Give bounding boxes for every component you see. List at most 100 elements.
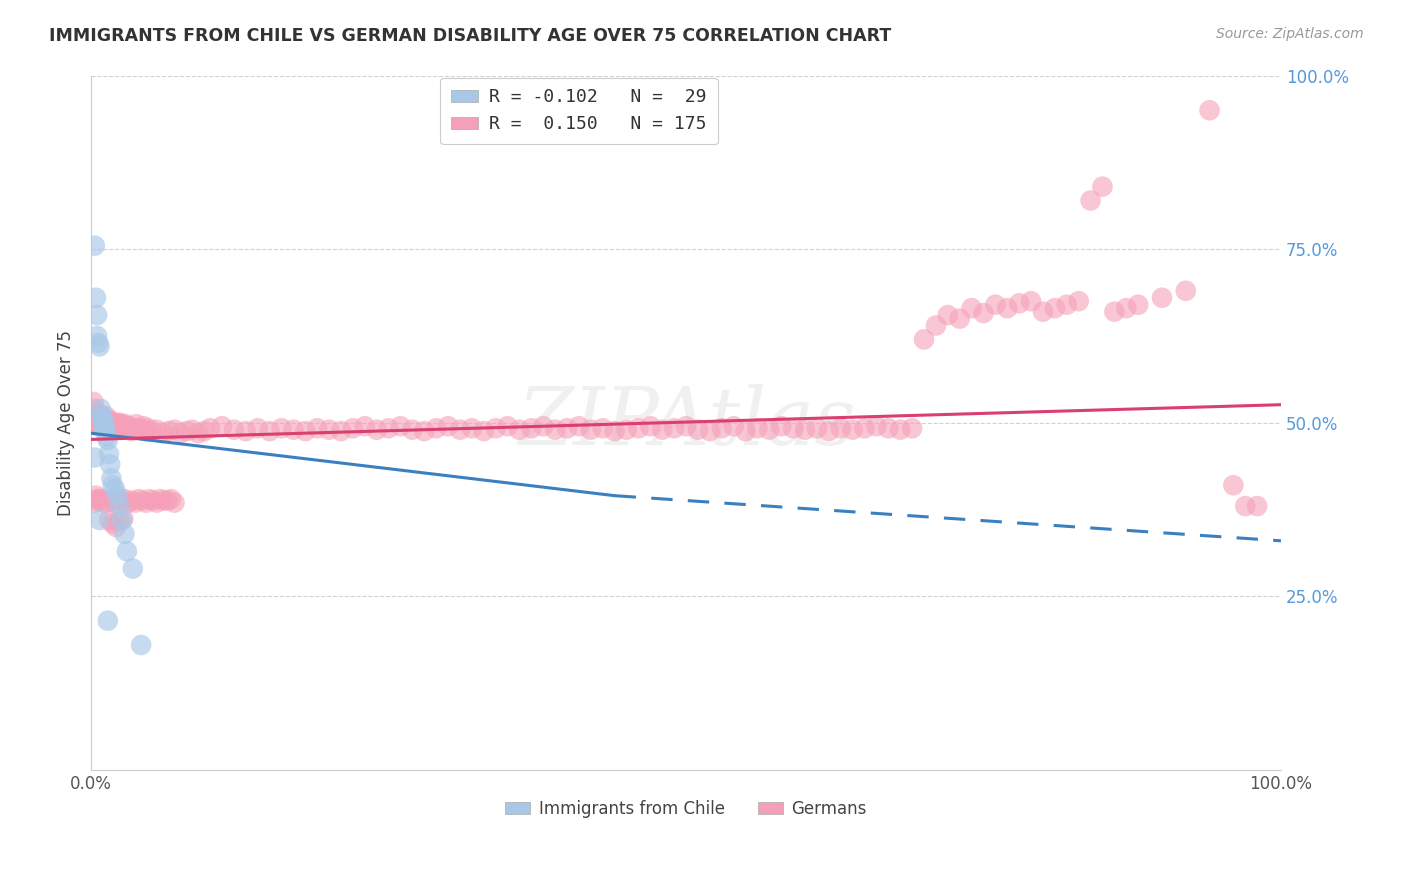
Point (93, 416, 115, 430)
Point (699, 424, 721, 438)
Point (94, 423, 117, 437)
Point (187, 426, 209, 441)
Point (96, 495, 118, 509)
Point (496, 419, 519, 434)
Point (782, 421, 804, 435)
Point (1008, 296, 1031, 310)
Point (93, 495, 115, 509)
Point (100, 471, 122, 485)
Point (107, 417, 129, 432)
Point (1067, 294, 1090, 309)
Point (1222, 478, 1244, 492)
Point (806, 421, 828, 435)
Point (136, 421, 159, 435)
Point (132, 419, 155, 434)
Point (91, 419, 114, 434)
Point (949, 311, 972, 326)
Point (283, 423, 305, 437)
Point (139, 424, 162, 438)
Point (86, 493, 108, 508)
Point (93, 412, 115, 426)
Point (86, 416, 108, 430)
Y-axis label: Disability Age Over 75: Disability Age Over 75 (58, 330, 75, 516)
Point (83, 401, 105, 416)
Point (472, 424, 495, 438)
Point (83, 238, 105, 252)
Point (770, 419, 793, 434)
Point (794, 423, 817, 437)
Point (98, 419, 121, 434)
Point (1115, 301, 1137, 315)
Point (1104, 304, 1126, 318)
Point (259, 424, 281, 438)
Point (1128, 298, 1150, 312)
Point (995, 301, 1018, 315)
Point (86, 409, 108, 423)
Point (94, 409, 117, 423)
Point (121, 424, 143, 438)
Point (124, 495, 146, 509)
Point (112, 419, 135, 434)
Point (592, 421, 614, 435)
Point (425, 421, 447, 435)
Point (100, 416, 122, 430)
Point (90, 416, 112, 430)
Point (98, 513, 121, 527)
Point (103, 417, 125, 432)
Point (90, 409, 112, 423)
Point (84, 405, 107, 419)
Point (1056, 298, 1078, 312)
Point (145, 423, 167, 437)
Point (108, 499, 131, 513)
Point (1174, 284, 1197, 298)
Point (485, 421, 508, 435)
Point (98, 447, 121, 461)
Point (169, 426, 191, 441)
Point (98, 417, 121, 432)
Point (108, 416, 131, 430)
Point (84, 489, 107, 503)
Point (112, 511, 135, 525)
Point (1080, 194, 1102, 208)
Point (270, 421, 292, 435)
Point (747, 421, 769, 435)
Point (193, 424, 215, 438)
Point (830, 421, 852, 435)
Point (1246, 499, 1268, 513)
Point (129, 423, 152, 437)
Point (114, 423, 136, 437)
Point (662, 421, 685, 435)
Point (353, 419, 375, 434)
Point (97, 614, 120, 628)
Point (627, 421, 650, 435)
Point (1019, 294, 1042, 309)
Point (103, 492, 125, 507)
Point (90, 409, 112, 423)
Point (817, 424, 839, 438)
Text: ZIPAtlas: ZIPAtlas (517, 384, 855, 461)
Point (152, 493, 174, 508)
Point (101, 421, 124, 435)
Point (294, 424, 316, 438)
Point (83, 495, 105, 509)
Point (110, 493, 132, 508)
Point (117, 495, 139, 509)
Point (544, 423, 567, 437)
Point (89, 339, 111, 353)
Point (156, 493, 179, 508)
Point (94, 417, 117, 432)
Point (121, 493, 143, 508)
Point (163, 495, 186, 509)
Point (568, 419, 591, 434)
Point (1091, 179, 1114, 194)
Point (96, 416, 118, 430)
Point (1198, 103, 1220, 118)
Point (105, 419, 128, 434)
Point (105, 520, 128, 534)
Point (222, 423, 245, 437)
Point (853, 421, 876, 435)
Text: IMMIGRANTS FROM CHILE VS GERMAN DISABILITY AGE OVER 75 CORRELATION CHART: IMMIGRANTS FROM CHILE VS GERMAN DISABILI… (49, 27, 891, 45)
Point (877, 421, 900, 435)
Point (675, 419, 697, 434)
Legend: Immigrants from Chile, Germans: Immigrants from Chile, Germans (499, 793, 873, 824)
